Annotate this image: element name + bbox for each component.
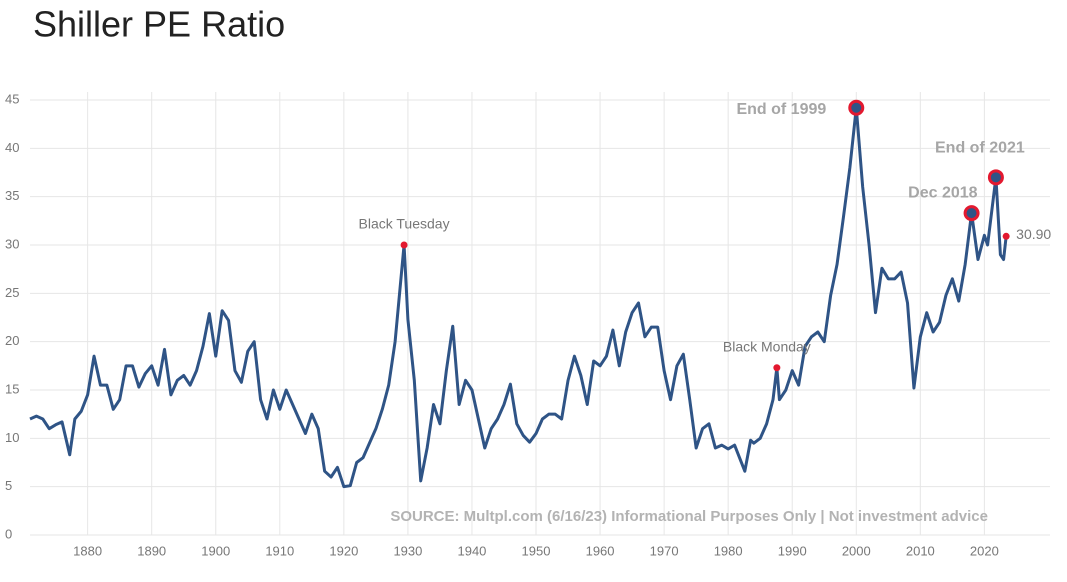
- y-tick-label: 40: [5, 140, 19, 155]
- chart-title: Shiller PE Ratio: [33, 4, 285, 45]
- x-tick-label: 1940: [457, 543, 486, 558]
- source-note: SOURCE: Multpl.com (6/16/23) Information…: [390, 508, 988, 525]
- annotation-label: End of 1999: [736, 101, 826, 118]
- x-tick-label: 1930: [393, 543, 422, 558]
- x-tick-label: 1950: [522, 543, 551, 558]
- x-tick-label: 2010: [906, 543, 935, 558]
- x-tick-label: 1880: [73, 543, 102, 558]
- y-tick-label: 35: [5, 188, 19, 203]
- annotation-label: End of 2021: [935, 140, 1025, 157]
- y-tick-label: 30: [5, 236, 19, 251]
- y-tick-label: 0: [5, 526, 12, 541]
- y-tick-label: 45: [5, 91, 19, 106]
- annotation-label: Black Tuesday: [359, 216, 450, 232]
- series-line: [29, 106, 1008, 489]
- y-tick-label: 25: [5, 285, 19, 300]
- annotation-dot: [1002, 232, 1010, 240]
- x-tick-label: 1900: [201, 543, 230, 558]
- annotation-dot: [400, 241, 408, 249]
- annotation-ring: [963, 205, 980, 222]
- x-tick-label: 1960: [586, 543, 615, 558]
- annotation-label: 30.90: [1016, 226, 1051, 242]
- y-tick-label: 15: [5, 381, 19, 396]
- x-tick-label: 1920: [329, 543, 358, 558]
- y-tick-label: 20: [5, 333, 19, 348]
- x-tick-label: 2000: [842, 543, 871, 558]
- x-tick-label: 1980: [714, 543, 743, 558]
- annotation-label: Dec 2018: [908, 184, 977, 201]
- x-tick-label: 1890: [137, 543, 166, 558]
- annotation-label: Black Monday: [723, 338, 811, 354]
- x-tick-label: 1990: [778, 543, 807, 558]
- x-tick-label: 2020: [970, 543, 999, 558]
- annotation-dot: [773, 364, 781, 372]
- x-tick-label: 1970: [650, 543, 679, 558]
- annotation-ring: [987, 169, 1004, 186]
- y-tick-label: 5: [5, 478, 12, 493]
- annotation-ring: [848, 99, 865, 116]
- y-tick-label: 10: [5, 430, 19, 445]
- x-tick-label: 1910: [265, 543, 294, 558]
